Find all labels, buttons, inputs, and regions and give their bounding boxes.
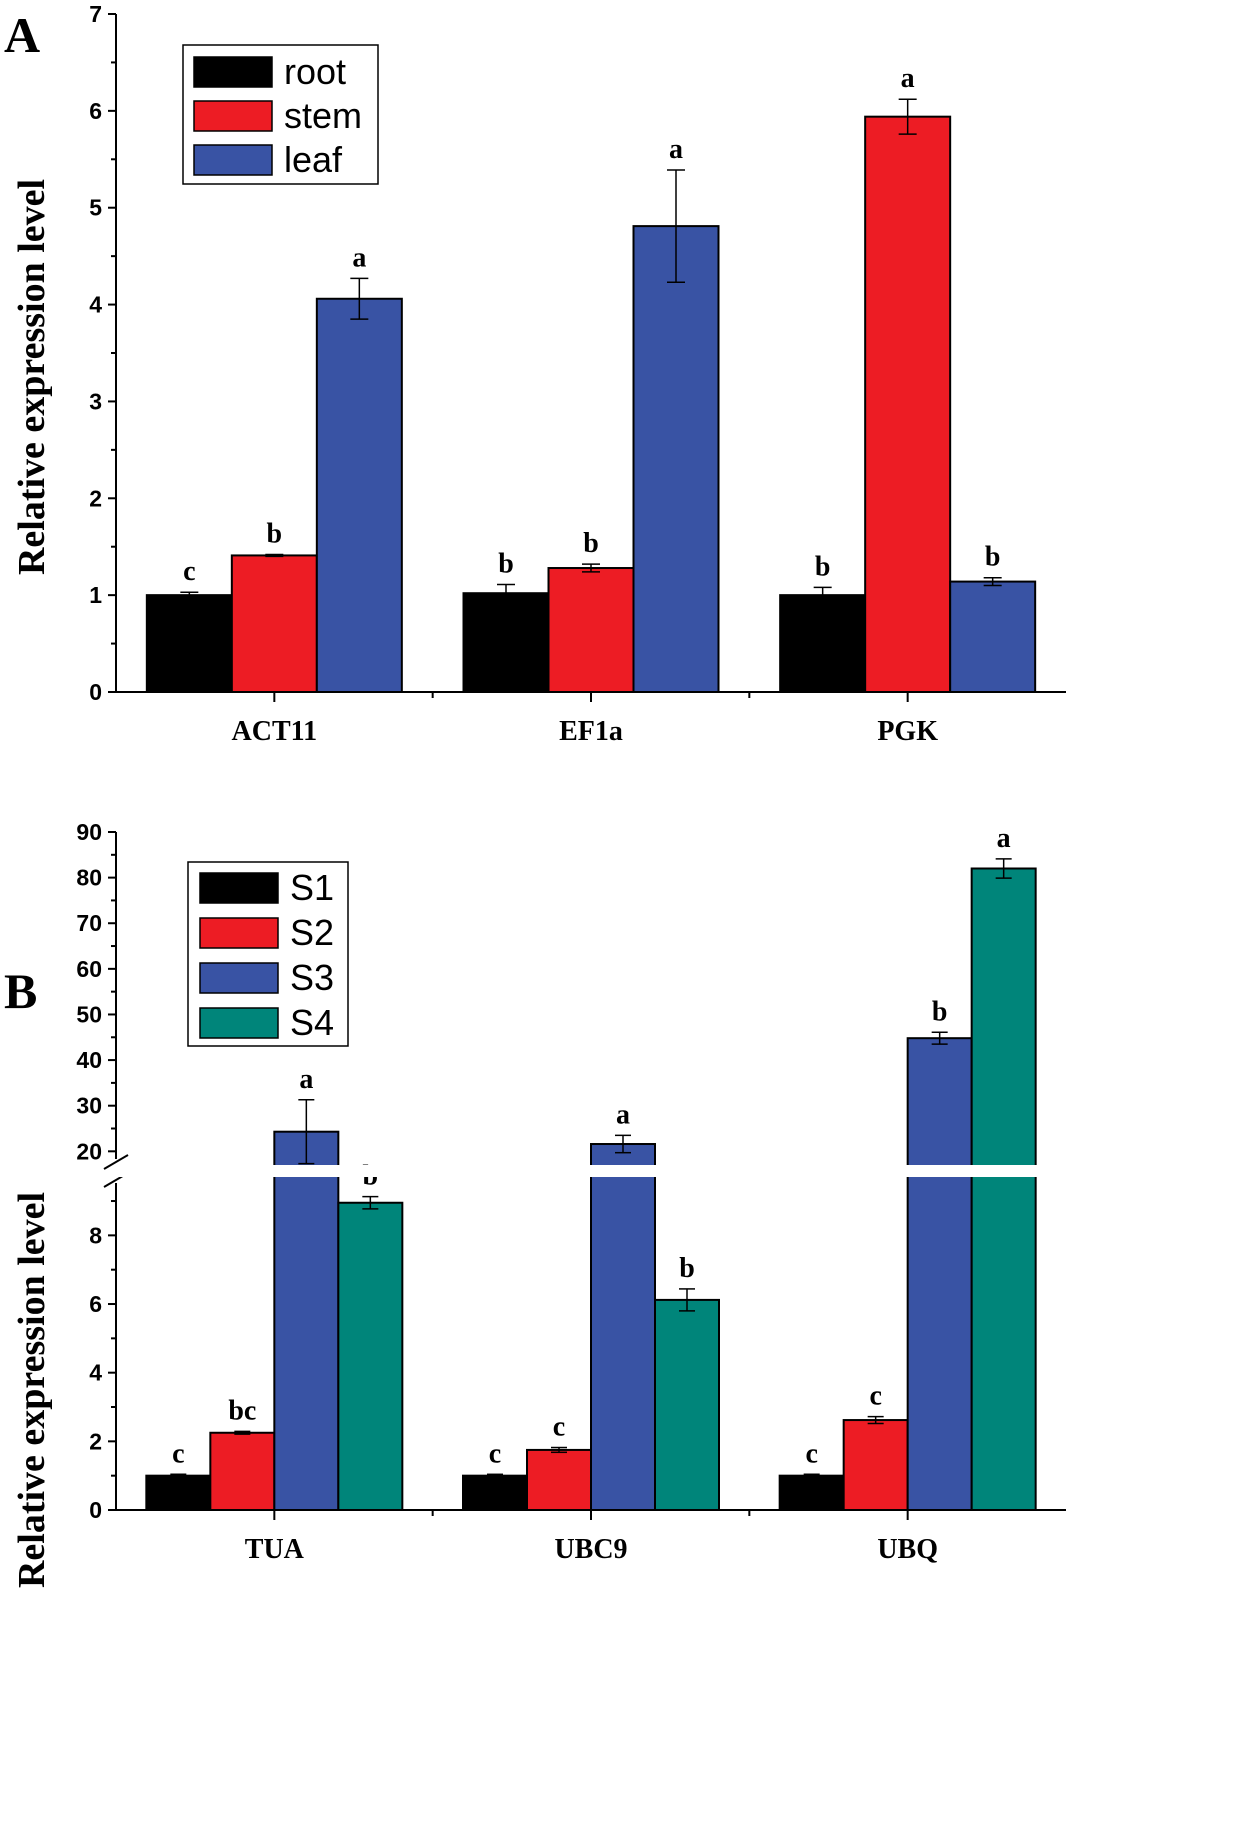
category-label: TUA (245, 1534, 305, 1565)
legend-swatch (199, 1007, 279, 1039)
legend-swatch (199, 962, 279, 994)
legend-swatch (193, 100, 273, 132)
bar (273, 1130, 340, 1511)
bar (779, 594, 867, 694)
y-tick-label: 8 (89, 1222, 102, 1248)
bar (526, 1448, 592, 1512)
significance-label: b (498, 548, 514, 579)
significance-label: c (805, 1438, 817, 1469)
bar (864, 115, 952, 693)
legend-label: S3 (290, 957, 334, 998)
significance-label: c (172, 1438, 184, 1469)
significance-label: c (553, 1412, 565, 1443)
legend-label: stem (284, 95, 362, 136)
significance-label: b (815, 551, 831, 582)
significance-label: b (267, 518, 283, 549)
significance-label: a (352, 242, 366, 273)
panel-letter-b: B (4, 963, 37, 1019)
legend-swatch (199, 917, 279, 949)
axis-break-gap (119, 1165, 1069, 1177)
bar (906, 1037, 973, 1511)
bar (209, 1431, 276, 1511)
category-label: UBC9 (554, 1534, 627, 1565)
bar (462, 592, 550, 693)
legend-swatch (193, 56, 273, 88)
significance-label: b (932, 996, 948, 1027)
significance-label: c (183, 556, 195, 587)
significance-label: a (299, 1064, 313, 1095)
y-tick-label: 4 (89, 1360, 102, 1386)
legend-swatch (193, 144, 273, 176)
y-tick-label: 1 (89, 582, 102, 608)
category-label: PGK (877, 716, 938, 747)
y-tick-label: 70 (76, 910, 102, 936)
bar (654, 1298, 720, 1511)
significance-label: b (679, 1253, 695, 1284)
plot-area-b: 0 2 4 6 8 20 30 40 50 60 70 80 90 TUA c bc a b UBC9 c c a b UBQ… (76, 819, 1069, 1565)
y-tick-label: 0 (89, 679, 102, 705)
y-axis-label-a: Relative expression level (11, 179, 53, 575)
significance-label: b (583, 528, 599, 559)
y-tick-label: 5 (89, 195, 102, 221)
significance-label: a (997, 823, 1011, 854)
legend-swatch (199, 872, 279, 904)
y-tick-label: 2 (89, 485, 102, 511)
bar (145, 594, 233, 694)
panel-b: B Relative expression level 0 2 4 6 8 20 30 40 5… (4, 819, 1069, 1588)
legend-label: leaf (284, 139, 343, 180)
significance-label: a (901, 63, 915, 94)
bar (315, 297, 403, 693)
y-tick-label: 90 (76, 819, 102, 845)
legend-label: S4 (290, 1002, 334, 1043)
bar (462, 1474, 528, 1511)
bar (970, 867, 1037, 1511)
y-tick-label: 80 (76, 865, 102, 891)
bar (590, 1143, 656, 1512)
y-tick-label: 7 (89, 1, 102, 27)
y-tick-label: 30 (76, 1093, 102, 1119)
y-tick-label: 0 (89, 1497, 102, 1523)
legend-label: root (284, 51, 346, 92)
bar (842, 1419, 909, 1511)
y-tick-label: 6 (89, 1291, 102, 1317)
bar (632, 225, 720, 693)
y-tick-label: 4 (89, 292, 102, 318)
axis-break-mark (103, 1154, 129, 1170)
y-tick-label: 6 (89, 98, 102, 124)
significance-label: c (489, 1438, 501, 1469)
bar (230, 554, 318, 694)
bar (949, 580, 1037, 694)
y-tick-label: 50 (76, 1001, 102, 1027)
y-tick-label: 20 (76, 1138, 102, 1164)
category-label: ACT11 (232, 716, 318, 747)
plot-area-a: 0 1 2 3 4 5 6 7 ACT11 c b a EF1a b b a PGK b a b rootstemlea… (89, 1, 1066, 747)
bar (337, 1201, 404, 1511)
legend-label: S1 (290, 867, 334, 908)
y-axis-label-b: Relative expression level (11, 1192, 53, 1588)
bar (547, 567, 635, 693)
bar (778, 1474, 845, 1511)
panel-letter-a: A (4, 7, 40, 63)
significance-label: b (985, 542, 1001, 573)
y-tick-label: 3 (89, 388, 102, 414)
legend-label: S2 (290, 912, 334, 953)
significance-label: bc (228, 1395, 256, 1426)
panel-a: A Relative expression level 0 1 2 3 4 5 6 7 ACT1… (4, 1, 1066, 747)
y-tick-label: 40 (76, 1047, 102, 1073)
category-label: EF1a (559, 716, 623, 747)
significance-label: c (869, 1381, 881, 1412)
significance-label: a (616, 1099, 630, 1130)
y-tick-label: 2 (89, 1428, 102, 1454)
category-label: UBQ (877, 1534, 938, 1565)
y-tick-label: 60 (76, 956, 102, 982)
significance-label: a (669, 134, 683, 165)
bar (145, 1474, 212, 1511)
